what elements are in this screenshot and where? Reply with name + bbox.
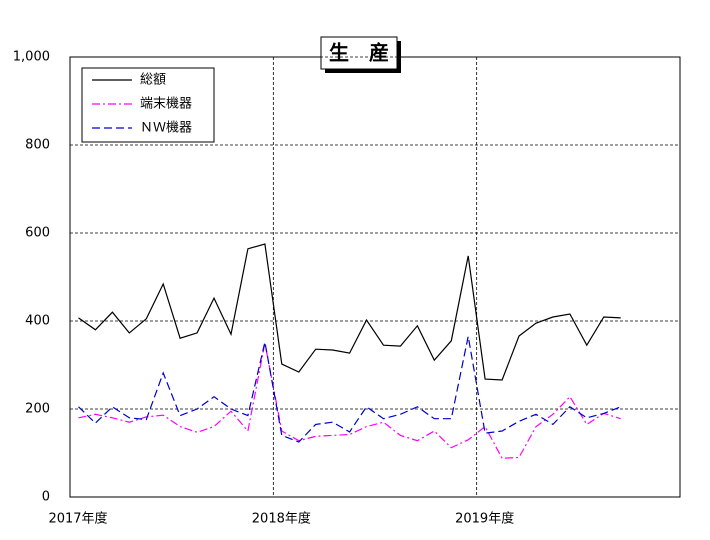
y-tick-label: 800	[25, 138, 50, 153]
y-tick-label: 200	[25, 402, 50, 417]
series-line	[78, 342, 621, 459]
series-line	[78, 243, 621, 381]
legend-label: ＮＷ機器	[140, 121, 192, 136]
series-line	[78, 336, 621, 443]
x-tick-label: 2017年度	[48, 511, 107, 527]
y-tick-label: 1,000	[13, 50, 50, 65]
y-tick-label: 600	[25, 226, 50, 241]
x-tick-label: 2018年度	[252, 511, 311, 527]
legend-label: 端末機器	[140, 97, 192, 112]
chart-title: 生 産	[329, 41, 389, 65]
title-box	[320, 36, 398, 70]
y-tick-label: 0	[42, 490, 50, 505]
legend-label: 総額	[140, 73, 166, 88]
y-tick-label: 400	[25, 314, 50, 329]
x-tick-label: 2019年度	[455, 511, 514, 527]
